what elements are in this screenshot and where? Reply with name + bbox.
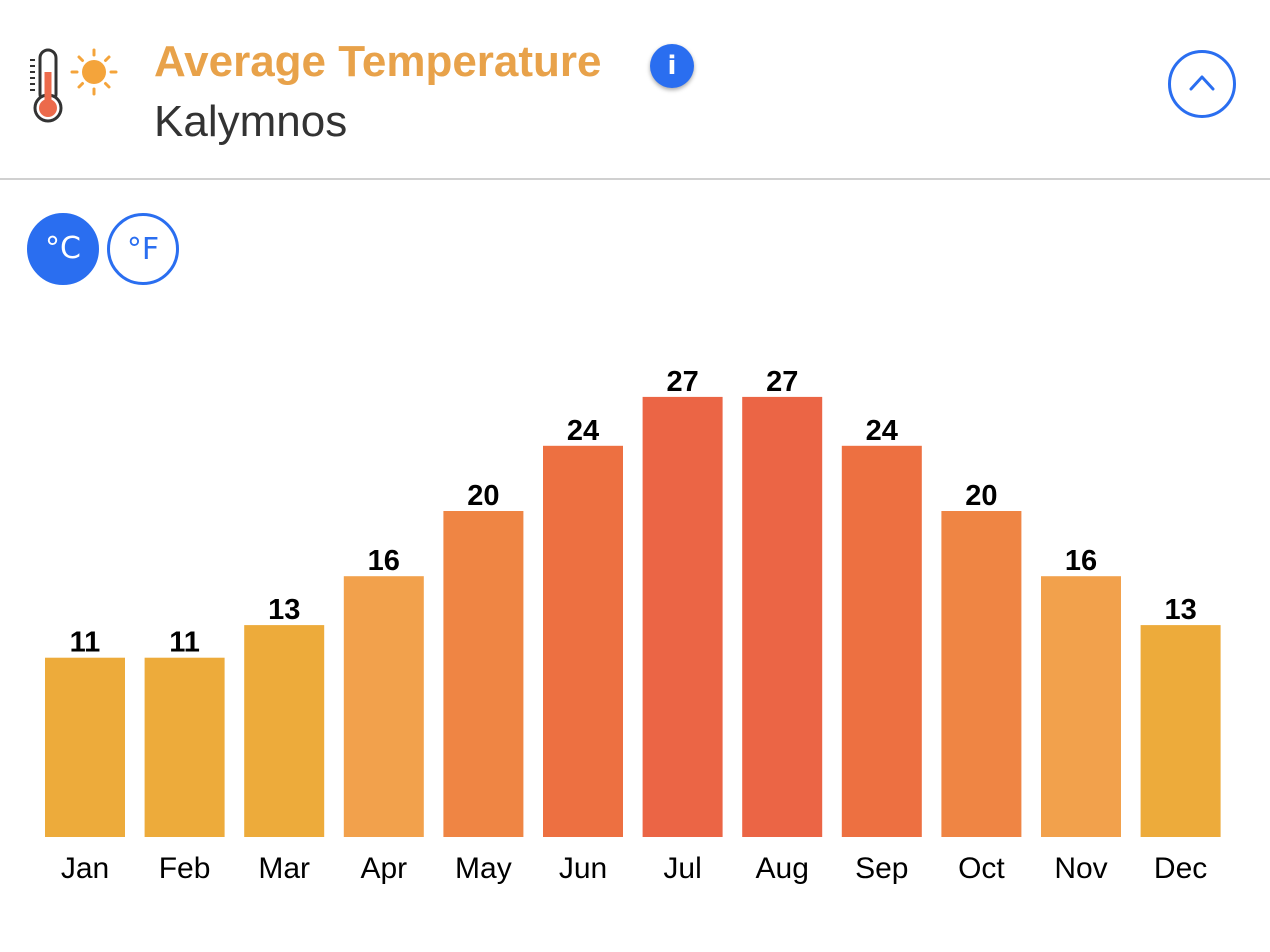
bar-mar[interactable]: [244, 625, 325, 837]
month-label-mar: Mar: [258, 852, 310, 885]
bar-may[interactable]: [443, 511, 524, 837]
value-label-dec: 13: [1164, 594, 1196, 626]
page-title: Average Temperature: [154, 37, 602, 86]
bar-dec[interactable]: [1140, 625, 1221, 837]
value-label-jun: 24: [567, 415, 599, 447]
value-label-jan: 11: [70, 627, 101, 659]
bar-jul[interactable]: [642, 396, 723, 837]
info-button[interactable]: i: [650, 44, 694, 88]
month-label-dec: Dec: [1154, 852, 1207, 885]
temperature-bar-chart: 11 Jan 11 Feb 13 Mar 16 Apr 20 May 24 Jun 27 Jul 27 Aug…: [45, 366, 1221, 885]
collapse-button[interactable]: [1168, 50, 1236, 118]
month-label-jan: Jan: [61, 852, 109, 885]
value-label-sep: 24: [866, 415, 898, 447]
fahrenheit-toggle[interactable]: °F: [107, 213, 179, 285]
month-label-jun: Jun: [559, 852, 607, 885]
location-subtitle: Kalymnos: [154, 97, 348, 146]
bar-nov[interactable]: [1041, 576, 1121, 837]
month-label-may: May: [455, 852, 512, 885]
header: Average Temperature Kalymnos i: [0, 0, 1270, 180]
value-label-jul: 27: [666, 366, 698, 398]
value-label-feb: 11: [169, 627, 200, 659]
thermometer-sun-icon: [24, 44, 124, 128]
month-label-jul: Jul: [663, 852, 701, 885]
value-label-oct: 20: [965, 480, 997, 512]
month-label-nov: Nov: [1054, 852, 1107, 885]
month-label-feb: Feb: [159, 852, 211, 885]
chevron-up-icon: [1189, 75, 1215, 91]
bar-jun[interactable]: [543, 445, 623, 837]
bar-oct[interactable]: [941, 511, 1022, 837]
value-label-apr: 16: [368, 545, 400, 577]
month-label-aug: Aug: [756, 852, 809, 885]
bar-sep[interactable]: [841, 445, 922, 837]
value-label-may: 20: [467, 480, 499, 512]
month-label-sep: Sep: [855, 852, 908, 885]
month-label-oct: Oct: [958, 852, 1005, 885]
value-label-mar: 13: [268, 594, 300, 626]
month-label-apr: Apr: [360, 852, 407, 885]
bar-jan[interactable]: [45, 657, 125, 837]
bar-apr[interactable]: [343, 576, 424, 837]
value-label-nov: 16: [1065, 545, 1097, 577]
info-icon: i: [667, 51, 677, 81]
bar-aug[interactable]: [742, 396, 823, 837]
celsius-toggle[interactable]: °C: [27, 213, 99, 285]
bar-feb[interactable]: [144, 657, 225, 837]
value-label-aug: 27: [766, 366, 798, 398]
